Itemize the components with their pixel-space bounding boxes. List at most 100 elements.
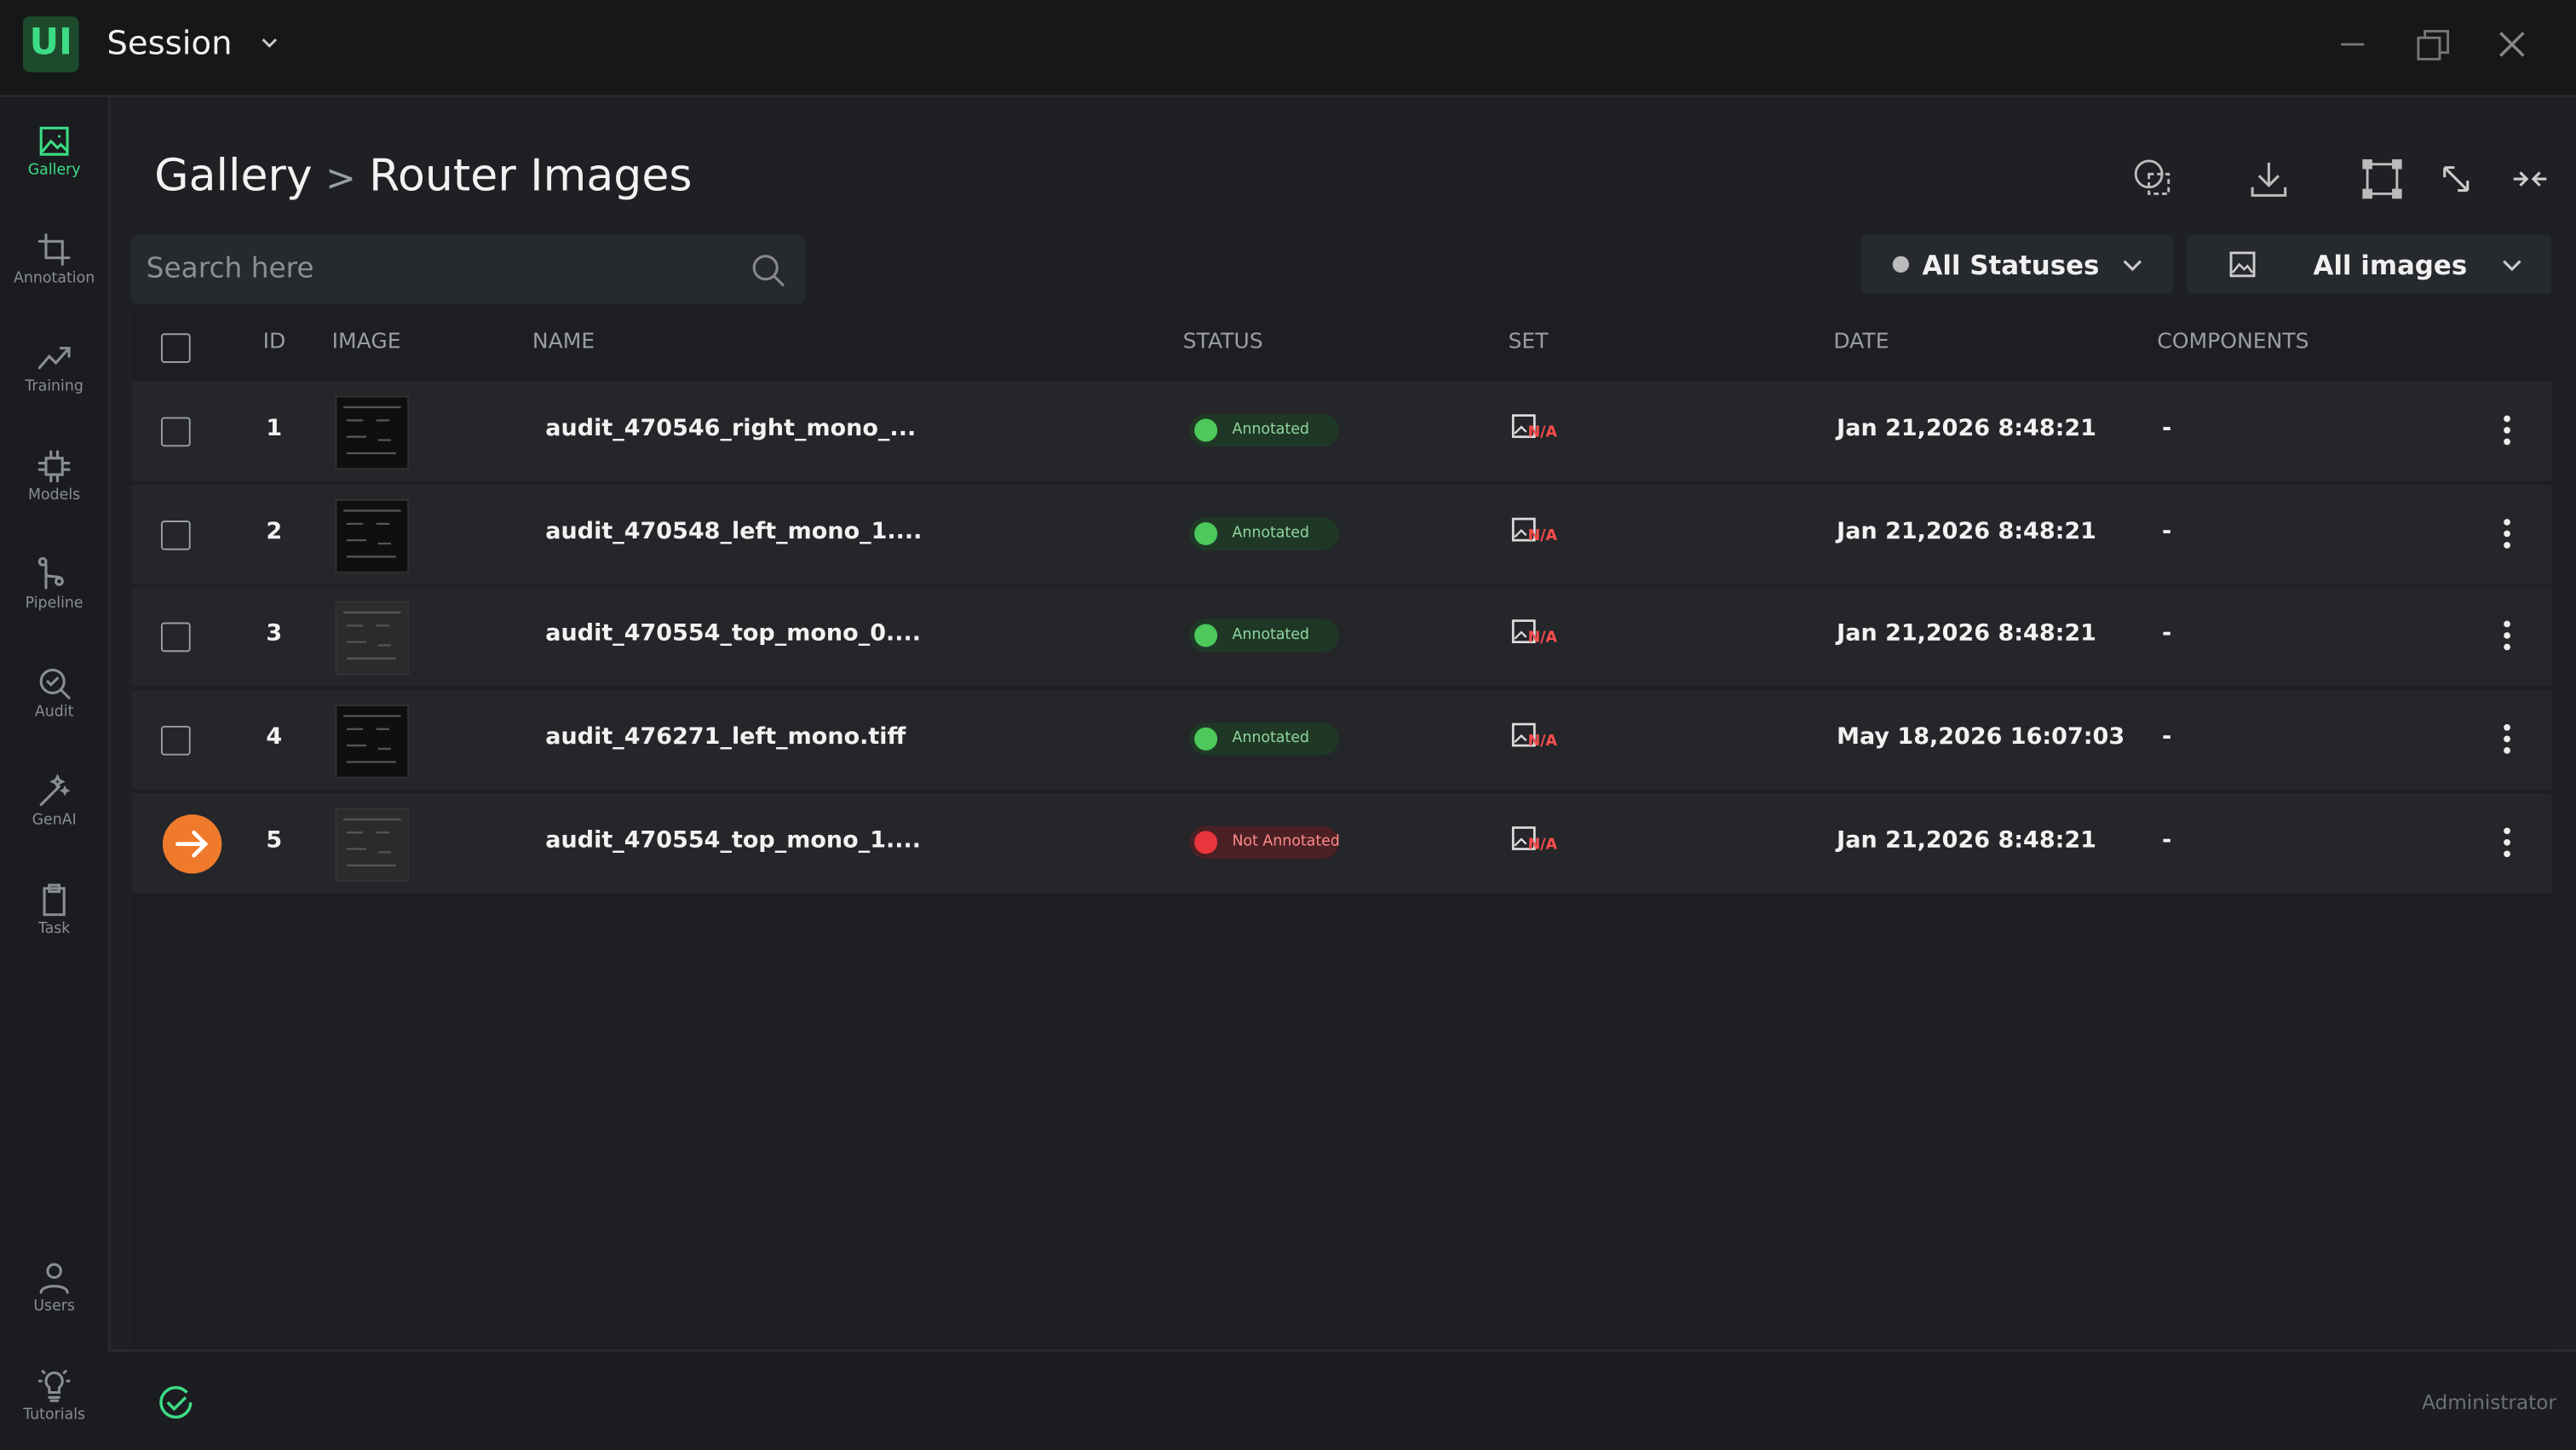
image-filter[interactable]: All images xyxy=(2186,234,2552,295)
icon-rect xyxy=(1511,722,1536,747)
thumbnail xyxy=(335,807,410,882)
chevron xyxy=(2503,260,2521,272)
search-icon[interactable] xyxy=(750,253,786,289)
status-badge: Annotated xyxy=(1189,722,1339,756)
status-text: Annotated xyxy=(1232,730,1309,748)
icon-circle xyxy=(2504,541,2510,549)
table-row[interactable]: 3 audit_470554_top_mono_0.... Annotated N/A… xyxy=(131,586,2552,688)
table-row[interactable]: 5 audit_470554_top_mono_1.... Not Annotate… xyxy=(131,792,2552,894)
search-box[interactable]: Search here xyxy=(131,234,806,304)
icon-path xyxy=(1514,528,1527,538)
column-header[interactable]: ID xyxy=(262,330,286,355)
components: - xyxy=(2162,518,2172,545)
icon-path xyxy=(39,126,69,156)
column-header[interactable]: COMPONENTS xyxy=(2157,330,2309,355)
breadcrumb: Gallery > Router Images xyxy=(154,151,692,202)
row-menu[interactable] xyxy=(2497,619,2516,659)
icon-svg xyxy=(1511,414,1536,439)
title-bar: UI Session xyxy=(0,0,2576,97)
icon-path xyxy=(2513,171,2547,187)
column-header[interactable]: SET xyxy=(1508,330,1549,355)
column-header[interactable]: DATE xyxy=(1833,330,1889,355)
icon-circle xyxy=(2504,747,2510,754)
image-name[interactable]: audit_476271_left_mono.tiff xyxy=(545,724,906,751)
date: May 18,2026 16:07:03 xyxy=(1837,724,2125,751)
status-badge: Not Annotated xyxy=(1189,826,1340,859)
row-menu[interactable] xyxy=(2497,722,2516,762)
icon-svg xyxy=(343,612,401,660)
icon-circle xyxy=(159,1386,193,1419)
close[interactable] xyxy=(2496,28,2529,61)
icon-path xyxy=(343,509,401,557)
status-filter-label: All Statuses xyxy=(1922,249,2100,281)
expand-icon[interactable] xyxy=(2438,161,2474,197)
session-title[interactable]: Session xyxy=(106,22,233,63)
icon-circle xyxy=(2504,838,2510,846)
table-row[interactable]: 2 audit_470548_left_mono_1.... Annotated N/… xyxy=(131,484,2552,584)
nav-item[interactable]: Annotation xyxy=(0,232,108,288)
icon-path xyxy=(37,1369,71,1402)
nav-item[interactable]: GenAI xyxy=(0,774,108,829)
icon-svg xyxy=(39,126,69,156)
minimize[interactable] xyxy=(2336,28,2369,61)
restore[interactable] xyxy=(2415,28,2451,64)
session-chevron[interactable] xyxy=(260,33,279,53)
table-row[interactable]: 4 audit_476271_left_mono.tiff Annotated N/A… xyxy=(131,689,2552,791)
nav-item[interactable]: Gallery xyxy=(0,124,108,179)
icon-svg xyxy=(2504,724,2510,754)
status-text: Annotated xyxy=(1232,525,1309,542)
breadcrumb-root[interactable]: Gallery xyxy=(154,151,313,203)
row-checkbox[interactable] xyxy=(161,623,191,653)
row-id: 2 xyxy=(266,518,283,545)
image-name[interactable]: audit_470546_right_mono_... xyxy=(545,415,917,442)
logo: UI xyxy=(23,16,79,72)
nav-item[interactable]: Audit xyxy=(0,665,108,721)
table-row[interactable]: 1 audit_470546_right_mono_... Annotated N/A… xyxy=(131,381,2552,481)
status-dot xyxy=(1194,521,1218,545)
nav-item[interactable]: Task xyxy=(0,882,108,938)
download-icon[interactable] xyxy=(2247,158,2290,200)
components: - xyxy=(2162,621,2172,648)
icon-path xyxy=(2123,260,2142,272)
nav-label: Task xyxy=(37,921,71,938)
status-dot xyxy=(1892,256,1910,273)
row-menu[interactable] xyxy=(2497,414,2516,453)
icon-svg xyxy=(2504,621,2510,652)
collapse-icon[interactable] xyxy=(2510,161,2550,197)
row-pointer xyxy=(162,814,222,874)
row-menu[interactable] xyxy=(2497,517,2516,556)
row-menu[interactable] xyxy=(2497,826,2516,865)
set-label: N/A xyxy=(1527,630,1557,648)
icon-path xyxy=(37,450,71,483)
row-checkbox[interactable] xyxy=(161,520,191,550)
nav-item[interactable]: Users xyxy=(0,1259,108,1315)
icon-path xyxy=(262,38,278,49)
status-filter[interactable]: All Statuses xyxy=(1861,234,2174,295)
image-name[interactable]: audit_470554_top_mono_1.... xyxy=(545,827,922,854)
icon-svg xyxy=(37,1369,71,1402)
icon-path xyxy=(175,830,209,858)
nav-item[interactable]: Training xyxy=(0,340,108,396)
nav-item[interactable]: Pipeline xyxy=(0,556,108,613)
row-checkbox[interactable] xyxy=(161,726,191,756)
column-header[interactable]: STATUS xyxy=(1182,330,1263,355)
fit-icon[interactable] xyxy=(2360,158,2403,200)
row-checkbox[interactable] xyxy=(161,417,191,447)
select-all[interactable] xyxy=(161,333,191,363)
icon-rect xyxy=(1511,414,1536,439)
image-icon xyxy=(2229,251,2256,278)
image-name[interactable]: audit_470554_top_mono_0.... xyxy=(545,621,922,648)
compare-icon[interactable] xyxy=(2132,158,2175,200)
icon-circle xyxy=(2504,632,2510,640)
column-header[interactable]: NAME xyxy=(532,330,595,355)
icon-svg xyxy=(1511,619,1536,644)
icon-rect xyxy=(1511,826,1536,850)
set-label: N/A xyxy=(1527,425,1557,442)
image-name[interactable]: audit_470548_left_mono_1.... xyxy=(545,518,923,545)
icon-svg xyxy=(37,450,71,483)
nav-label: Annotation xyxy=(14,271,95,288)
nav-item[interactable]: Models xyxy=(0,448,108,504)
nav-item[interactable]: Tutorials xyxy=(0,1368,108,1424)
nav-label: Pipeline xyxy=(25,596,83,613)
components: - xyxy=(2162,827,2172,854)
